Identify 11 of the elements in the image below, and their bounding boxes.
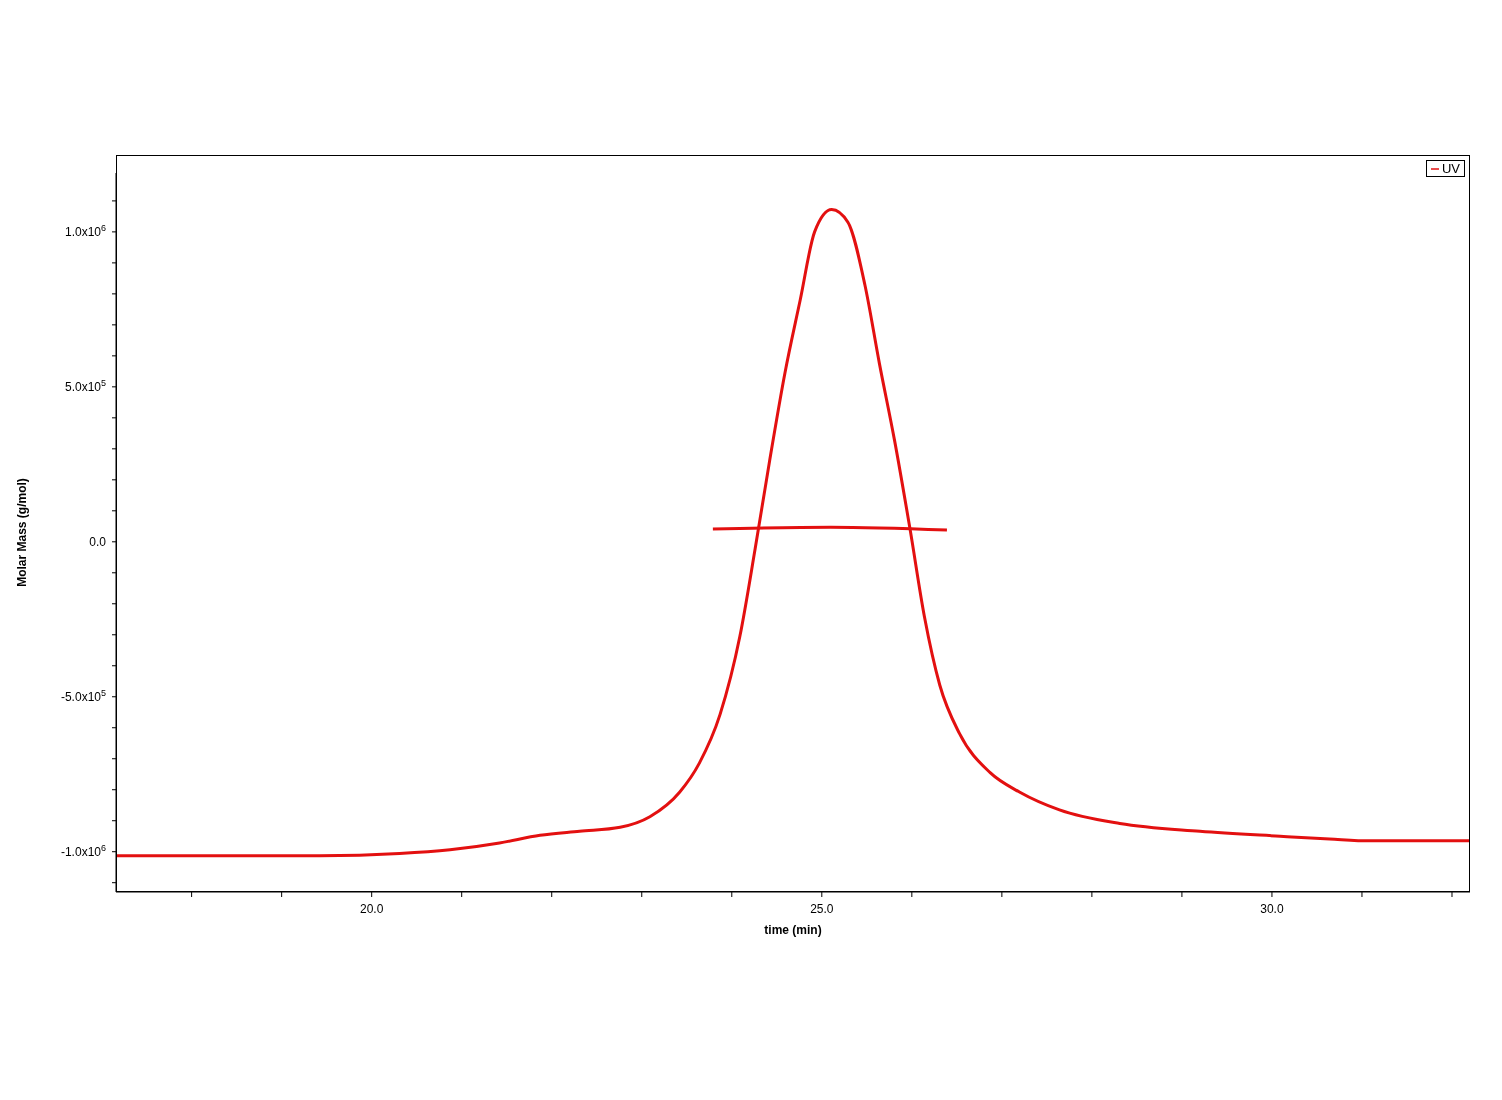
legend-label: UV (1441, 160, 1460, 176)
x-tick-label: 20.0 (360, 902, 384, 916)
y-tick-label: 5.0x10$^{5}$ (64, 377, 106, 394)
y-tick-label: -1.0x10$^{6}$ (60, 842, 106, 859)
x-tick-label: 25.0 (810, 902, 834, 916)
y-axis-title: Molar Mass (g/mol) (15, 478, 30, 587)
y-tick-label: 0.0 (89, 534, 107, 549)
x-tick-label: 30.0 (1260, 902, 1284, 916)
y-tick-label: -5.0x10$^{5}$ (60, 687, 106, 704)
x-axis-title: time (min) (764, 923, 822, 937)
y-tick-label: 1.0x10$^{6}$ (64, 222, 106, 239)
